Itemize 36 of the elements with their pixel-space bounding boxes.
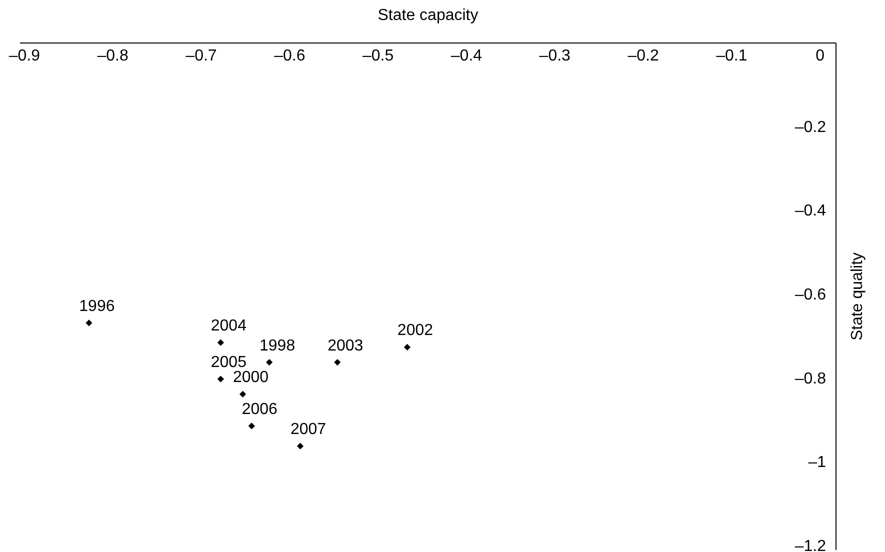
point: [217, 376, 224, 382]
y-axis-title: State quality: [849, 252, 866, 341]
x-tick-label: –0.8: [97, 47, 128, 64]
point: [334, 358, 341, 366]
x-tick-label: –0.9: [8, 47, 40, 64]
point: [217, 339, 224, 346]
y-tick-label: –0.4: [794, 202, 826, 220]
x-tick-label: –0.6: [274, 47, 306, 64]
x-tick-label: –0.4: [450, 47, 482, 64]
x-tick-label: –0.3: [539, 47, 571, 64]
x-tick-label: 0: [816, 47, 825, 64]
point: [266, 358, 273, 366]
point: [239, 390, 246, 398]
point: [296, 442, 304, 450]
y-tick-label: –1.2: [794, 538, 826, 552]
annotation: 2000: [232, 369, 269, 386]
x-tick-label: –0.5: [362, 47, 394, 64]
point: [248, 422, 255, 430]
annotation: 2003: [328, 337, 364, 354]
annotation: 2007: [290, 421, 326, 438]
x-tick-label: –0.7: [186, 47, 217, 64]
annotation: 2002: [397, 322, 434, 340]
x-axis-title: State capacity: [378, 7, 478, 24]
x-tick-label: –0.1: [716, 47, 748, 64]
annotation: 2004: [210, 318, 247, 335]
x-tick-label: –0.2: [628, 47, 659, 64]
annotation: 1998: [260, 337, 296, 354]
annotation: 2005: [210, 354, 247, 372]
y-tick-label: –0.8: [794, 370, 826, 388]
point: [86, 320, 92, 326]
y-tick-label: –1: [808, 454, 826, 472]
y-tick-label: –0.2: [794, 118, 826, 136]
y-tick-label: –0.6: [794, 286, 826, 304]
annotation: 1996: [79, 298, 115, 315]
point: [404, 344, 411, 351]
annotation: 2006: [242, 400, 278, 418]
